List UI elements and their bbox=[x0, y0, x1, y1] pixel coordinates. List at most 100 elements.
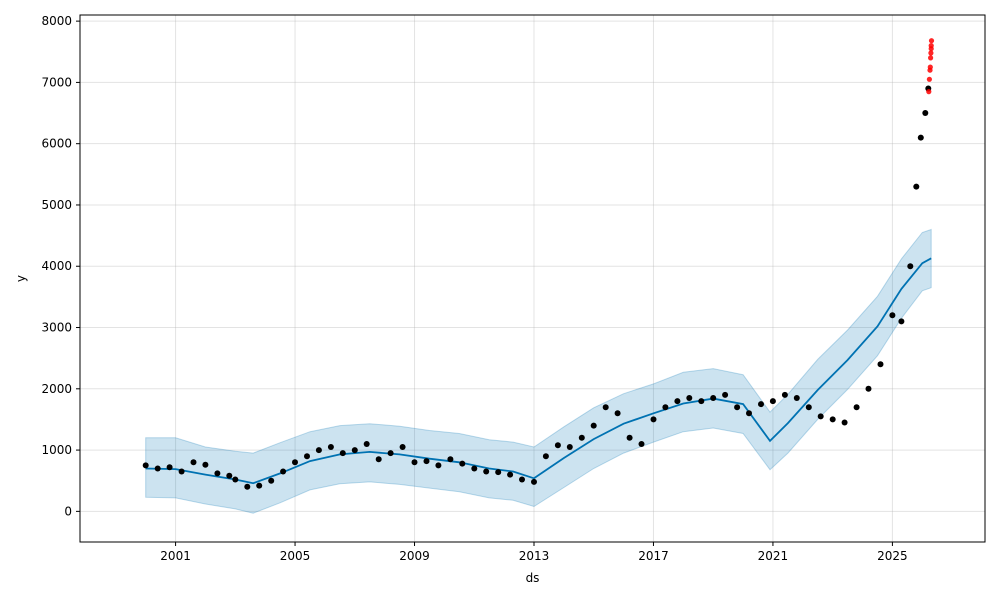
observed-point bbox=[662, 404, 669, 411]
anomaly-point bbox=[926, 89, 932, 95]
observed-point bbox=[922, 110, 929, 116]
y-tick-label: 6000 bbox=[41, 137, 72, 151]
observed-point bbox=[674, 398, 681, 405]
observed-point bbox=[339, 450, 346, 457]
observed-point bbox=[292, 459, 298, 466]
y-axis-title: y bbox=[14, 275, 28, 282]
observed-point bbox=[698, 398, 705, 405]
observed-point bbox=[178, 468, 185, 475]
x-tick-label: 2017 bbox=[638, 549, 669, 563]
observed-point bbox=[853, 404, 860, 411]
observed-point bbox=[542, 453, 549, 460]
x-tick-label: 2009 bbox=[399, 549, 430, 563]
observed-point bbox=[507, 471, 514, 478]
observed-point bbox=[256, 482, 263, 489]
observed-point bbox=[554, 442, 561, 449]
observed-point bbox=[531, 478, 537, 485]
observed-point bbox=[268, 477, 275, 484]
observed-point bbox=[375, 456, 382, 463]
observed-point bbox=[746, 410, 752, 417]
observed-point bbox=[471, 465, 478, 472]
observed-point bbox=[578, 434, 585, 441]
x-tick-label: 2021 bbox=[758, 549, 789, 563]
forecast-line bbox=[145, 257, 932, 485]
observed-point bbox=[865, 385, 872, 392]
x-tick-label: 2013 bbox=[519, 549, 550, 563]
observed-point bbox=[519, 476, 525, 483]
y-tick-label: 7000 bbox=[41, 75, 72, 89]
y-axis-ticks: 0 1000 2000 3000 4000 5000 6000 7000 8000 bbox=[41, 14, 80, 518]
observed-point bbox=[304, 453, 310, 460]
anomaly-point bbox=[928, 50, 934, 56]
observed-point bbox=[590, 422, 597, 429]
observed-point bbox=[817, 413, 824, 420]
observed-point bbox=[781, 391, 788, 398]
observed-point bbox=[411, 459, 418, 466]
y-tick-label: 3000 bbox=[41, 321, 72, 335]
observed-point bbox=[566, 444, 573, 450]
anomaly-points bbox=[926, 38, 935, 95]
observed-point bbox=[154, 465, 161, 472]
observed-point bbox=[280, 468, 287, 475]
observed-point bbox=[363, 441, 370, 447]
observed-point bbox=[214, 470, 221, 477]
y-tick-label: 8000 bbox=[41, 14, 72, 28]
observed-point bbox=[841, 419, 848, 426]
observed-point bbox=[166, 464, 173, 471]
anomaly-point bbox=[928, 38, 935, 44]
observed-point bbox=[907, 263, 914, 270]
y-tick-label: 2000 bbox=[41, 382, 72, 396]
uncertainty-band-area bbox=[145, 228, 932, 514]
observed-point bbox=[722, 391, 729, 398]
observed-point bbox=[327, 444, 334, 450]
observed-point bbox=[686, 395, 693, 401]
anomaly-point bbox=[928, 55, 934, 61]
observed-point bbox=[483, 468, 490, 475]
observed-point bbox=[399, 444, 406, 450]
observed-point bbox=[423, 458, 430, 465]
x-tick-label: 2001 bbox=[160, 549, 191, 563]
observed-point bbox=[898, 318, 905, 325]
observed-point bbox=[447, 456, 454, 463]
observed-point bbox=[202, 461, 209, 468]
y-tick-label: 0 bbox=[64, 504, 72, 518]
plot-frame bbox=[79, 14, 986, 543]
observed-point bbox=[315, 447, 322, 454]
observed-point bbox=[232, 476, 239, 483]
observed-point bbox=[913, 183, 920, 190]
observed-point bbox=[829, 416, 836, 423]
y-tick-label: 1000 bbox=[41, 443, 72, 457]
observed-point bbox=[769, 398, 776, 405]
observed-point bbox=[650, 416, 657, 423]
observed-point bbox=[495, 469, 502, 476]
x-tick-label: 2025 bbox=[877, 549, 908, 563]
yhat-line bbox=[145, 257, 932, 485]
y-tick-label: 4000 bbox=[41, 259, 72, 273]
observed-point bbox=[190, 459, 197, 466]
observed-point bbox=[638, 441, 645, 447]
anomaly-point bbox=[927, 64, 933, 70]
observed-point bbox=[459, 460, 466, 467]
observed-point bbox=[626, 434, 633, 441]
observed-point bbox=[805, 404, 812, 411]
uncertainty-band bbox=[145, 228, 932, 514]
anomaly-point bbox=[928, 43, 934, 49]
observed-point bbox=[614, 410, 621, 417]
observed-point bbox=[793, 395, 800, 401]
observed-point bbox=[710, 395, 717, 401]
grid-lines bbox=[80, 15, 985, 542]
observed-point bbox=[734, 404, 741, 411]
observed-point bbox=[889, 312, 896, 319]
x-axis-ticks: 2001 2005 2009 2013 2017 2021 2025 bbox=[160, 542, 908, 563]
observed-point bbox=[226, 472, 233, 479]
y-tick-label: 5000 bbox=[41, 198, 72, 212]
observed-points bbox=[142, 85, 932, 490]
x-tick-label: 2005 bbox=[280, 549, 311, 563]
observed-point bbox=[142, 462, 149, 469]
observed-point bbox=[387, 450, 394, 457]
anomaly-point bbox=[926, 76, 933, 82]
observed-point bbox=[244, 483, 251, 490]
